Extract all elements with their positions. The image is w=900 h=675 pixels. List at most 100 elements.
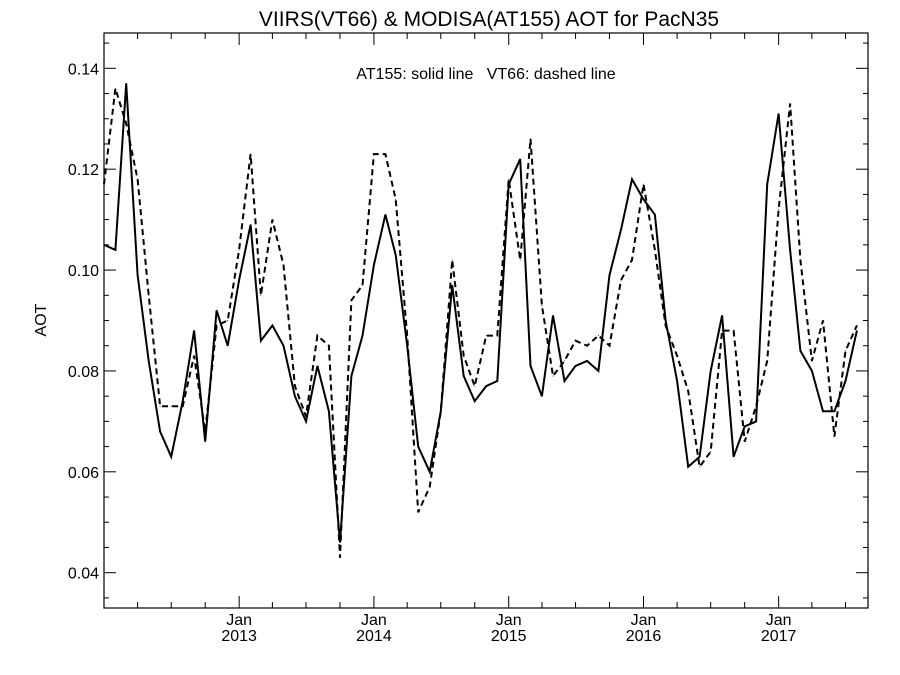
data-point-at155	[733, 456, 735, 458]
data-point-vt66	[564, 360, 565, 362]
data-point-at155	[519, 158, 521, 160]
data-point-vt66	[384, 153, 386, 155]
data-point-vt66	[350, 299, 352, 301]
data-point-vt66	[114, 88, 116, 89]
data-point-at155	[294, 395, 296, 397]
chart-annotation: AT155: solid line VT66: dashed line	[356, 66, 616, 83]
y-tick-label: 0.06	[68, 465, 99, 482]
data-point-at155	[148, 360, 150, 362]
series-lines	[103, 82, 858, 559]
data-point-at155	[631, 178, 633, 180]
data-point-at155	[271, 325, 273, 326]
data-point-at155	[170, 456, 172, 458]
data-point-at155	[676, 380, 678, 382]
data-point-vt66	[586, 345, 588, 347]
data-point-vt66	[250, 153, 252, 155]
data-point-vt66	[721, 330, 723, 332]
data-point-vt66	[766, 360, 768, 362]
data-point-at155	[856, 330, 858, 332]
data-point-vt66	[474, 385, 476, 387]
data-point-at155	[822, 410, 824, 412]
data-point-vt66	[552, 375, 554, 377]
data-point-vt66	[744, 441, 746, 443]
data-point-vt66	[665, 325, 667, 326]
data-point-at155	[755, 420, 757, 422]
data-point-vt66	[789, 103, 791, 105]
x-tick-year-label: 2015	[491, 628, 527, 645]
data-point-vt66	[204, 431, 206, 432]
data-point-vt66	[260, 294, 262, 296]
data-point-at155	[799, 350, 801, 352]
data-point-at155	[552, 315, 554, 316]
data-point-at155	[137, 274, 139, 276]
x-tick-year-label: 2016	[626, 628, 662, 645]
data-point-at155	[620, 229, 622, 231]
data-point-vt66	[182, 405, 184, 407]
axis-ticks: 0.040.060.080.100.120.14Jan2013Jan2014Ja…	[68, 33, 868, 645]
data-point-vt66	[339, 557, 341, 559]
data-point-vt66	[699, 466, 701, 468]
x-tick-year-label: 2013	[221, 628, 257, 645]
data-point-at155	[485, 385, 487, 387]
data-point-at155	[699, 456, 701, 458]
x-tick-month-label: Jan	[766, 612, 792, 629]
data-point-at155	[541, 395, 543, 397]
data-point-vt66	[362, 284, 363, 286]
data-point-at155	[496, 380, 498, 382]
data-point-at155	[474, 400, 476, 402]
data-point-at155	[125, 82, 127, 84]
data-point-vt66	[159, 405, 161, 407]
data-point-at155	[643, 198, 644, 200]
data-point-vt66	[271, 219, 273, 221]
x-tick-year-label: 2017	[761, 628, 797, 645]
data-point-at155	[114, 249, 116, 251]
data-point-at155	[216, 309, 218, 311]
data-point-vt66	[496, 335, 498, 337]
data-point-at155	[204, 441, 206, 443]
data-point-at155	[778, 113, 780, 115]
data-point-vt66	[406, 335, 408, 337]
data-point-vt66	[294, 385, 296, 387]
data-point-at155	[530, 365, 531, 367]
data-point-at155	[609, 274, 610, 276]
data-point-at155	[103, 244, 105, 246]
data-point-vt66	[811, 360, 813, 362]
data-point-at155	[250, 224, 252, 226]
data-point-vt66	[193, 355, 195, 357]
data-point-vt66	[125, 123, 127, 125]
data-point-at155	[362, 335, 363, 337]
data-point-vt66	[519, 259, 521, 261]
data-point-at155	[586, 360, 588, 362]
data-point-at155	[429, 471, 431, 473]
series-line-vt66	[103, 88, 858, 558]
data-point-at155	[845, 380, 846, 382]
data-point-vt66	[733, 330, 735, 332]
data-point-at155	[384, 214, 386, 216]
data-point-at155	[811, 370, 813, 372]
data-point-vt66	[778, 209, 780, 210]
data-point-vt66	[597, 335, 599, 337]
y-tick-label: 0.14	[68, 61, 99, 78]
data-point-vt66	[631, 259, 633, 261]
data-point-at155	[193, 330, 195, 332]
data-point-at155	[316, 365, 318, 367]
y-axis-label: AOT	[33, 303, 50, 336]
data-point-vt66	[485, 335, 487, 337]
series-line-at155	[103, 83, 858, 543]
x-tick-month-label: Jan	[226, 612, 252, 629]
data-point-vt66	[845, 350, 846, 352]
data-point-at155	[260, 340, 262, 342]
data-point-vt66	[440, 410, 442, 412]
data-point-vt66	[170, 405, 172, 407]
data-point-vt66	[227, 320, 229, 321]
data-point-vt66	[822, 320, 824, 321]
data-point-vt66	[687, 390, 689, 392]
y-tick-label: 0.04	[68, 566, 99, 583]
data-point-vt66	[328, 345, 330, 347]
data-point-at155	[395, 254, 397, 256]
data-point-vt66	[755, 405, 757, 407]
data-point-at155	[665, 320, 667, 321]
data-point-at155	[687, 466, 689, 468]
data-point-vt66	[451, 259, 453, 261]
